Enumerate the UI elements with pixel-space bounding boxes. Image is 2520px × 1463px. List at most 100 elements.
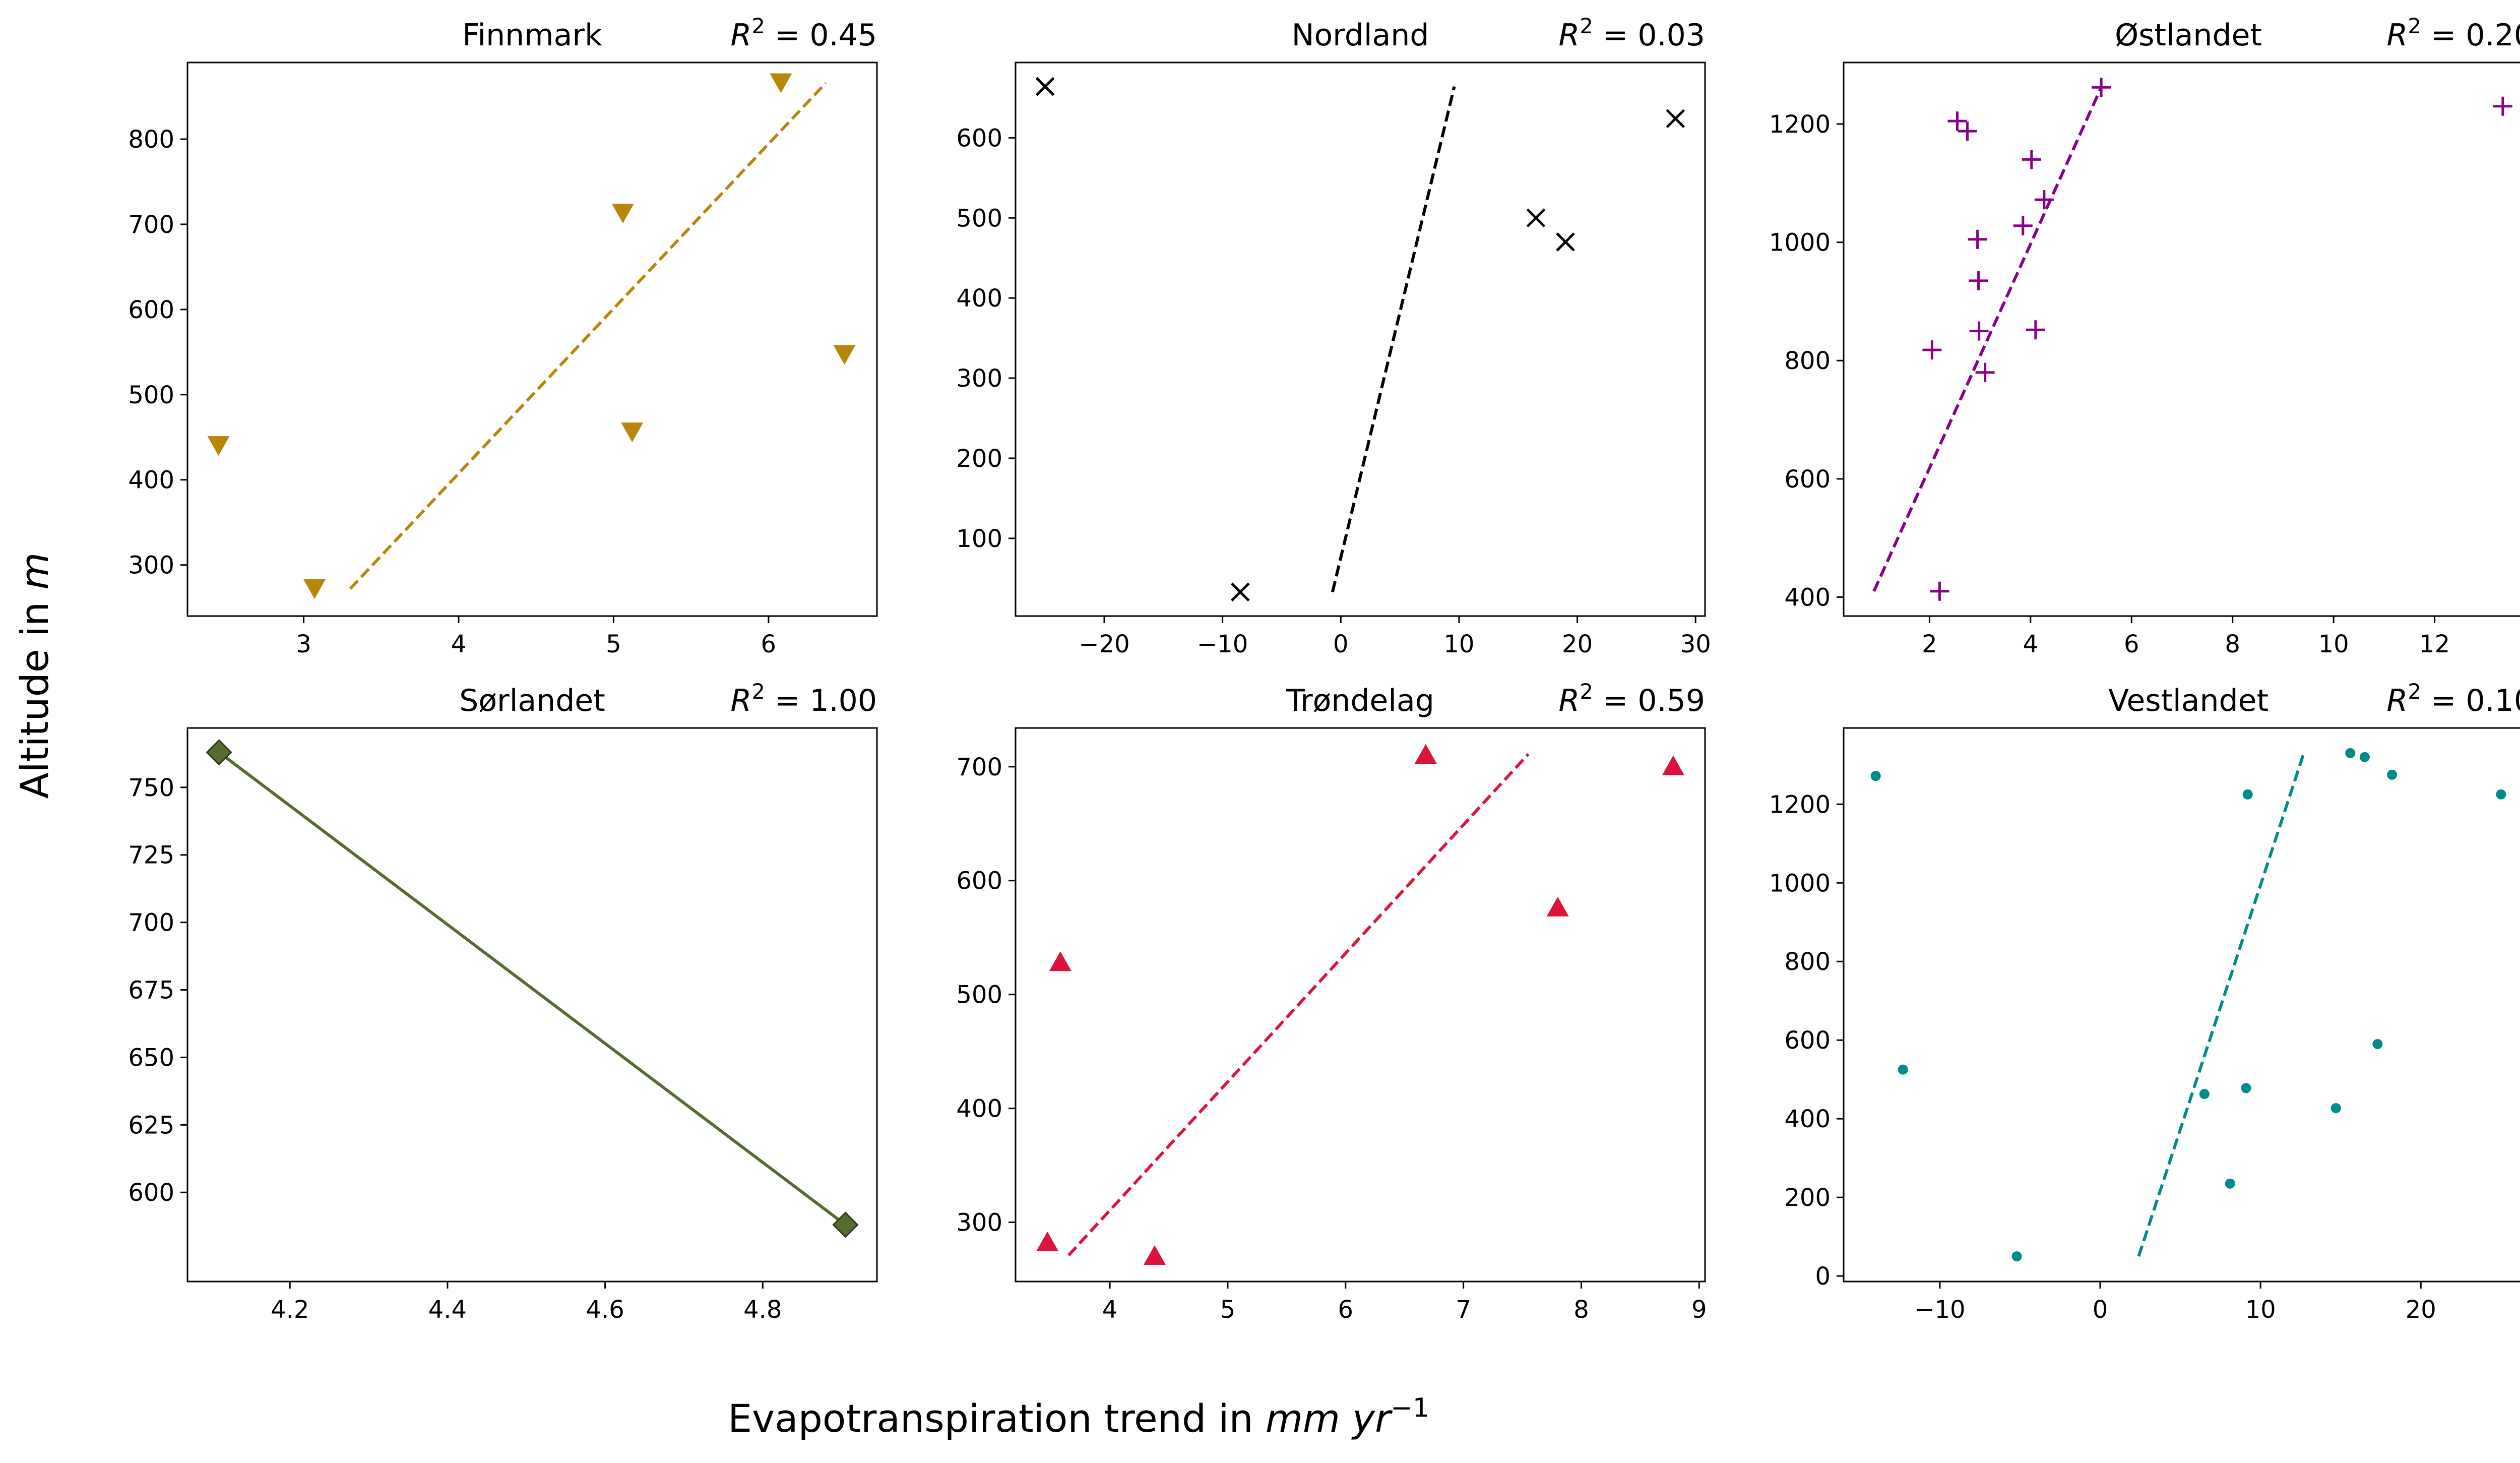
y-axis-label-unit: m [12, 553, 57, 590]
y-tick-label: 600 [1784, 465, 1831, 494]
x-axis-label: Evapotranspiration trend in mm yr−1 [728, 1393, 1429, 1441]
y-axis-label-text: Altitude in [12, 590, 57, 799]
axes-frame [186, 727, 878, 1283]
data-point [2225, 1178, 2235, 1189]
y-tick-label: 700 [128, 211, 174, 239]
fit-line [2137, 752, 2305, 1257]
y-tick-label: 600 [1784, 1026, 1831, 1055]
y-tick-label: 400 [956, 1095, 1002, 1123]
x-tick-label: 4 [2023, 630, 2039, 658]
r-squared-symbol: R [1559, 18, 1580, 53]
x-tick-label: 4.6 [586, 1296, 624, 1324]
data-point [1930, 581, 1949, 601]
x-tick-label: 10 [1443, 630, 1474, 658]
x-tick-label: −10 [1197, 630, 1248, 658]
y-tick-label: 725 [128, 841, 174, 870]
r-squared-symbol: R [1559, 683, 1580, 718]
r-squared-symbol: R [731, 683, 752, 718]
fit-line [218, 751, 847, 1226]
x-tick-label: −10 [1914, 1296, 1965, 1324]
y-tick-label: 800 [1784, 948, 1831, 976]
fit-line [1067, 753, 1530, 1257]
x-axis-label-unit: mm yr [1266, 1396, 1393, 1441]
subplot-trondelag: 4 5 6 7 8 9 300 400 500 600 700 Trøndelag R2 = 0.59 [956, 679, 1707, 1324]
data-point [2022, 150, 2041, 169]
data-point [1969, 271, 1988, 290]
y-tick-label: 675 [128, 977, 174, 1005]
fit-line [349, 82, 827, 590]
y-tick-label: 200 [956, 445, 1002, 473]
y-tick-label: 100 [956, 525, 1002, 553]
r-squared-exponent: 2 [751, 679, 765, 704]
data-point [1922, 340, 1942, 360]
x-tick-label: 8 [2225, 630, 2240, 658]
r-squared-symbol: R [731, 18, 752, 53]
y-tick-label: 800 [128, 126, 174, 154]
data-point [1036, 1231, 1059, 1251]
data-point [2496, 789, 2506, 800]
y-tick-label: 500 [956, 204, 1002, 232]
r-squared-symbol: R [2387, 18, 2408, 53]
y-tick-label: 500 [128, 381, 174, 409]
x-tick-label: 30 [1680, 630, 1711, 658]
x-tick-label: 20 [2406, 1296, 2436, 1324]
y-tick-label: 400 [1784, 583, 1831, 612]
y-tick-label: 300 [956, 1209, 1002, 1237]
r-squared-label: R2 = 0.20 [2387, 14, 2520, 53]
data-point [833, 345, 856, 365]
data-point [2387, 769, 2398, 780]
data-point [2013, 216, 2033, 235]
y-tick-label: 1000 [1769, 869, 1831, 897]
y-tick-label: 300 [128, 552, 174, 580]
y-tick-label: 700 [128, 909, 174, 937]
x-tick-label: −20 [1079, 630, 1129, 658]
data-point [2493, 96, 2512, 116]
x-tick-label: 10 [2318, 630, 2349, 658]
axes-frame [186, 62, 878, 617]
data-point [1526, 208, 1546, 228]
x-tick-label: 3 [296, 630, 311, 658]
data-point [1958, 121, 1977, 141]
data-point [1662, 755, 1684, 775]
x-tick-label: 4.4 [428, 1296, 467, 1324]
r-squared-exponent: 2 [751, 14, 765, 38]
r-squared-value: = 0.03 [1593, 18, 1705, 53]
axes-frame [1843, 727, 2520, 1283]
y-tick-label: 1000 [1769, 229, 1831, 257]
data-point [1231, 582, 1250, 602]
r-squared-label: R2 = 0.03 [1559, 14, 1705, 53]
data-point [2359, 752, 2370, 762]
y-tick-label: 600 [128, 296, 174, 324]
data-point [2372, 1039, 2383, 1049]
r-squared-value: = 1.00 [765, 683, 877, 718]
x-tick-label: 12 [2419, 630, 2450, 658]
y-tick-label: 800 [1784, 347, 1831, 375]
y-tick-label: 600 [956, 867, 1002, 895]
panel-title: Trøndelag [1286, 683, 1434, 718]
x-tick-label: 4.8 [743, 1296, 782, 1324]
data-point [611, 203, 634, 223]
subplot-sorlandet: 4.2 4.4 4.6 4.8 600 625 650 675 700 725 750 Sørland… [128, 679, 878, 1324]
r-squared-label: R2 = 0.59 [1559, 679, 1705, 718]
data-point [2199, 1089, 2210, 1100]
y-tick-label: 1200 [1769, 790, 1831, 819]
x-tick-label: 0 [2093, 1296, 2108, 1324]
panel-title: Nordland [1292, 18, 1429, 53]
x-tick-label: 20 [1562, 630, 1593, 658]
x-tick-label: 7 [1456, 1296, 1471, 1324]
data-point [1870, 771, 1881, 781]
r-squared-value: = 0.45 [765, 18, 877, 53]
data-point [206, 739, 232, 766]
x-tick-label: 0 [1333, 630, 1349, 658]
x-tick-label: 8 [1573, 1296, 1589, 1324]
y-tick-label: 600 [956, 124, 1002, 152]
y-tick-label: 300 [956, 364, 1002, 393]
x-tick-label: 10 [2245, 1296, 2276, 1324]
r-squared-label: R2 = 1.00 [731, 679, 877, 718]
data-point [2241, 1083, 2251, 1093]
panel-title: Vestlandet [2108, 683, 2269, 718]
